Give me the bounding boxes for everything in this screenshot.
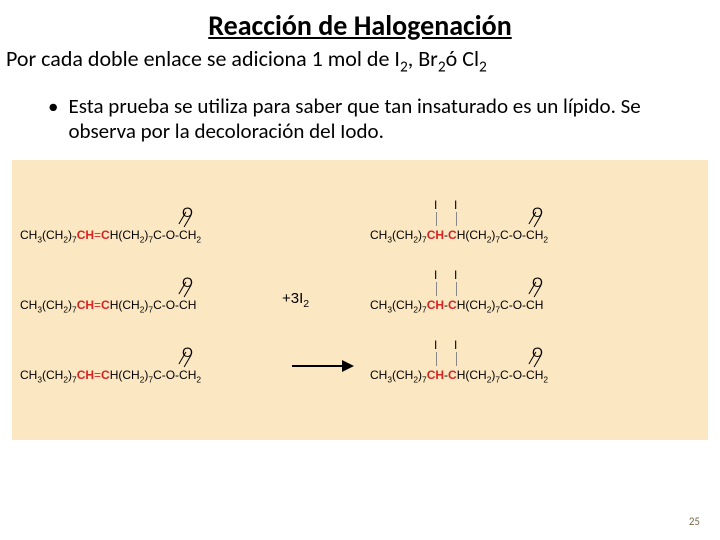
right-I-b-1: I (454, 268, 457, 282)
right-row-2: CH3(CH2)7CH-CH(CH2)7C-O-CH2 (370, 368, 548, 384)
subtitle-p2: , Br (408, 45, 438, 72)
bullet-text: Esta prueba se utiliza para saber que ta… (68, 94, 686, 144)
right-I-a-2: I (434, 338, 437, 352)
left-row-2: CH3(CH2)7CH=CH(CH2)7C-O-CH2 (20, 368, 201, 384)
right-Ibond-a-2 (436, 352, 437, 366)
right-I-b-2: I (454, 338, 457, 352)
right-Ibond-b-1 (456, 282, 457, 296)
right-Ibond-b-2 (456, 352, 457, 366)
right-Ibond-b-0 (456, 212, 457, 226)
subtitle-p1: Por cada doble enlace se adiciona 1 mol … (6, 45, 400, 72)
right-Ibond-a-0 (436, 212, 437, 226)
bullet-list: • Esta prueba se utiliza para saber que … (0, 76, 720, 144)
left-row-0: CH3(CH2)7CH=CH(CH2)7C-O-CH2 (20, 228, 201, 244)
subtitle: Por cada doble enlace se adiciona 1 mol … (0, 43, 720, 76)
right-I-a-1: I (434, 268, 437, 282)
subtitle-s3: 2 (479, 57, 487, 76)
subtitle-s1: 2 (400, 57, 408, 76)
page-title: Reacción de Halogenación (0, 0, 720, 43)
bullet-item: • Esta prueba se utiliza para saber que … (48, 94, 686, 144)
right-row-1: CH3(CH2)7CH-CH(CH2)7C-O-CH (370, 298, 543, 314)
right-I-a-0: I (434, 198, 437, 212)
right-row-0: CH3(CH2)7CH-CH(CH2)7C-O-CH2 (370, 228, 548, 244)
right-Ibond-a-1 (436, 282, 437, 296)
subtitle-p3: ó Cl (446, 45, 479, 72)
bullet-dot-icon: • (48, 94, 58, 144)
subtitle-s2: 2 (438, 57, 446, 76)
page-number: 25 (689, 515, 700, 528)
plus-3i2: +3I2 (282, 290, 309, 310)
reaction-diagram: CH3(CH2)7CH=CH(CH2)7C-O-CH2OCH3(CH2)7CH=… (12, 160, 708, 440)
right-I-b-0: I (454, 198, 457, 212)
reaction-arrow-icon (292, 365, 352, 367)
left-row-1: CH3(CH2)7CH=CH(CH2)7C-O-CH (20, 298, 196, 314)
